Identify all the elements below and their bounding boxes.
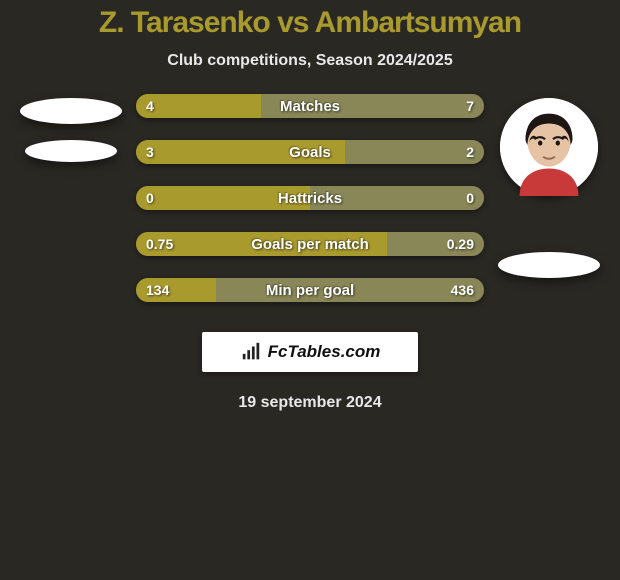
stat-label: Goals [136,140,484,164]
stat-row: 47Matches [136,94,484,118]
right-player-ellipse [498,252,600,278]
stat-label: Min per goal [136,278,484,302]
left-player-column [16,94,126,162]
left-player-ellipse-1 [20,98,122,124]
main-area: 47Matches 32Goals 00Hattricks 0.750.29Goals… [0,94,620,302]
stat-row: 134436Min per goal [136,278,484,302]
stat-row: 32Goals [136,140,484,164]
date-line: 19 september 2024 [0,394,620,412]
stat-label: Hattricks [136,186,484,210]
stat-row: 0.750.29Goals per match [136,232,484,256]
brand-text: FcTables.com [268,342,381,362]
comparison-subtitle: Club competitions, Season 2024/2025 [0,52,620,70]
stats-bars: 47Matches 32Goals 00Hattricks 0.750.29Goals… [136,94,484,302]
right-player-column [494,94,604,278]
stat-row: 00Hattricks [136,186,484,210]
avatar-icon [500,98,598,196]
right-player-avatar [500,98,598,196]
comparison-title: Z. Tarasenko vs Ambartsumyan [0,0,620,40]
stat-label: Matches [136,94,484,118]
chart-icon [240,341,262,363]
stat-label: Goals per match [136,232,484,256]
brand-box[interactable]: FcTables.com [202,332,418,372]
left-player-ellipse-2 [25,140,117,162]
